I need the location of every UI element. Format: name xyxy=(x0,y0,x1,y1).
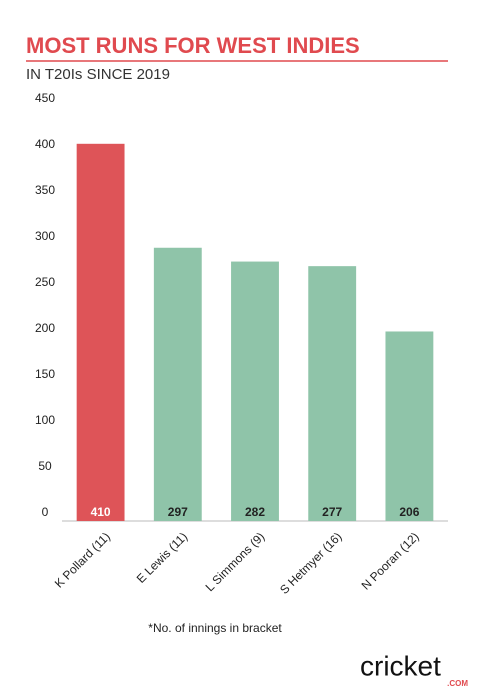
x-tick-label: L Simmons (9) xyxy=(203,529,268,594)
footnote: *No. of innings in bracket xyxy=(148,621,282,635)
y-tick-label: 250 xyxy=(35,275,55,289)
x-tick-label: N Pooran (12) xyxy=(359,529,422,592)
value-label: 206 xyxy=(399,505,419,519)
y-tick-label: 450 xyxy=(35,91,55,105)
logo-suffix: .COM xyxy=(447,679,468,688)
y-tick-label: 400 xyxy=(35,137,55,151)
bar xyxy=(76,143,125,522)
bar xyxy=(231,261,279,521)
x-tick-label: E Lewis (11) xyxy=(134,529,190,585)
x-tick-label: K Pollard (11) xyxy=(52,529,113,590)
bar xyxy=(308,266,357,521)
x-tick-label: S Hetmyer (16) xyxy=(277,529,344,596)
bar xyxy=(385,331,434,521)
value-label: 282 xyxy=(245,505,265,519)
bar xyxy=(153,247,202,521)
chart-title: MOST RUNS FOR WEST INDIES xyxy=(26,33,360,58)
y-tick-label: 350 xyxy=(35,183,55,197)
y-tick-label: 100 xyxy=(35,413,55,427)
value-label: 277 xyxy=(322,505,342,519)
y-tick-label: 300 xyxy=(35,229,55,243)
y-tick-label: 0 xyxy=(42,505,49,519)
y-tick-label: 150 xyxy=(35,367,55,381)
y-tick-label: 200 xyxy=(35,321,55,335)
value-label: 410 xyxy=(91,505,111,519)
y-tick-label: 50 xyxy=(38,459,52,473)
value-label: 297 xyxy=(168,505,188,519)
logo-text: cricket xyxy=(360,650,441,681)
chart-subtitle: IN T20Is SINCE 2019 xyxy=(26,66,170,83)
